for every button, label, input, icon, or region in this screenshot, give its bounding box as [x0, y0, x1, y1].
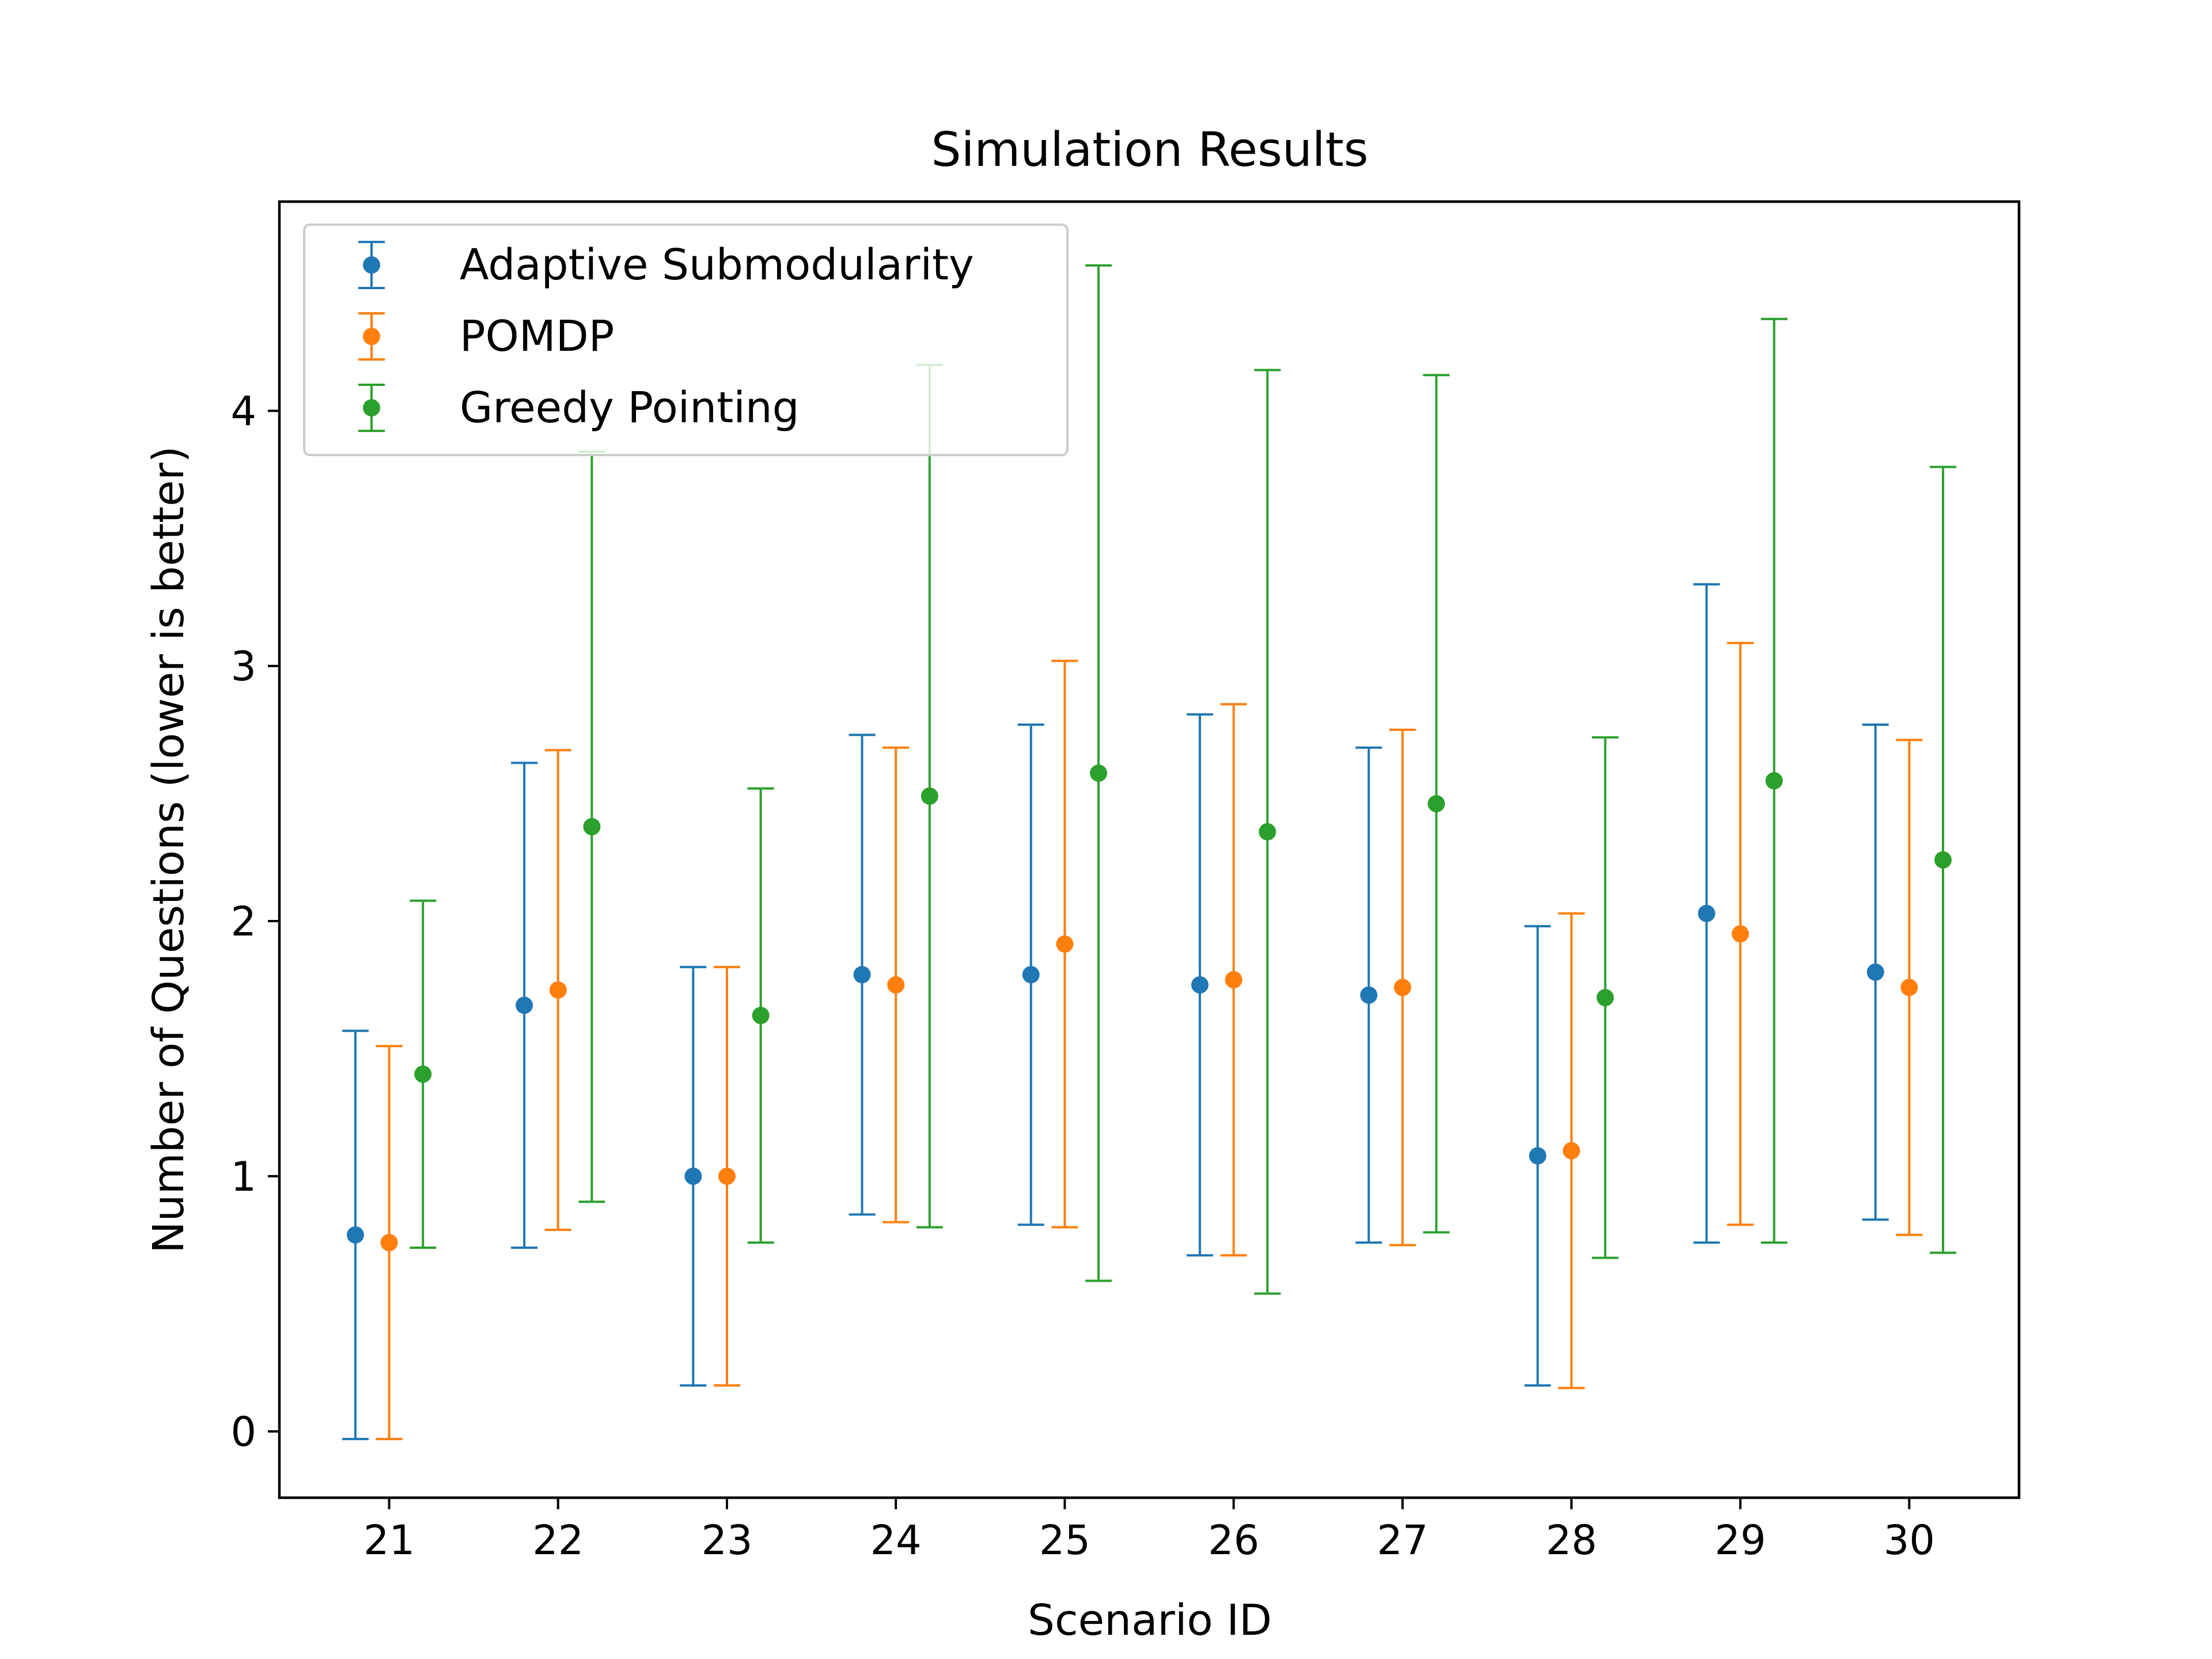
legend-item: POMDP — [358, 312, 614, 361]
series-1 — [342, 583, 1889, 1441]
data-point — [1259, 823, 1277, 840]
data-point — [1191, 976, 1209, 994]
y-tick-label: 0 — [230, 1408, 256, 1456]
data-point — [887, 976, 905, 994]
data-point — [718, 1167, 736, 1185]
y-tick-label: 2 — [230, 898, 256, 945]
data-point — [1090, 764, 1108, 782]
legend-box — [303, 224, 1069, 456]
data-point — [853, 966, 871, 984]
y-tick-label: 3 — [230, 643, 256, 690]
legend-item: Adaptive Submodularity — [358, 240, 974, 290]
data-point — [1022, 966, 1040, 984]
x-tick-label: 22 — [532, 1517, 584, 1564]
data-point — [1732, 925, 1749, 943]
x-axis-label: Scenario ID — [1028, 1596, 1272, 1645]
x-tick-label: 23 — [701, 1517, 752, 1564]
x-tick-label: 25 — [1039, 1517, 1090, 1564]
data-point — [346, 1226, 364, 1244]
data-point — [516, 997, 533, 1014]
x-tick-label: 21 — [363, 1517, 415, 1564]
plot-area — [342, 264, 1957, 1441]
data-point — [1393, 979, 1411, 997]
legend-marker — [363, 399, 380, 416]
data-point — [1934, 851, 1952, 869]
legend-marker — [363, 328, 380, 345]
data-point — [1225, 971, 1243, 988]
data-point — [549, 981, 567, 999]
series-3 — [410, 264, 1957, 1295]
data-point — [414, 1065, 432, 1083]
data-point — [684, 1167, 702, 1185]
legend-item: Greedy Pointing — [358, 383, 800, 433]
legend: Adaptive Submodularity POMDP Greedy Pointi… — [303, 224, 1069, 456]
data-point — [752, 1006, 770, 1024]
data-point — [921, 787, 938, 805]
data-point — [1563, 1142, 1581, 1160]
data-point — [1698, 904, 1715, 922]
plot-frame — [278, 200, 2021, 1499]
legend-label: Adaptive Submodularity — [460, 240, 974, 290]
legend-label: POMDP — [460, 312, 614, 361]
legend-marker — [363, 256, 380, 274]
series-2 — [376, 642, 1923, 1441]
data-point — [1427, 795, 1445, 813]
x-tick-label: 27 — [1377, 1517, 1428, 1564]
data-point — [1360, 986, 1378, 1004]
x-tick-label: 26 — [1208, 1517, 1259, 1564]
y-axis-label: Number of Questions (lower is better) — [144, 446, 194, 1253]
data-point — [1596, 988, 1614, 1006]
x-axis: 21 22 23 24 25 26 27 28 29 30 — [363, 1498, 1935, 1564]
data-point — [1765, 772, 1783, 790]
y-axis: 0 1 2 3 4 — [230, 388, 279, 1456]
x-tick-label: 24 — [870, 1517, 922, 1564]
y-tick-label: 1 — [230, 1153, 256, 1200]
x-tick-label: 30 — [1884, 1517, 1935, 1564]
data-point — [380, 1234, 398, 1252]
data-point — [583, 818, 601, 836]
x-tick-label: 28 — [1546, 1517, 1597, 1564]
x-tick-label: 29 — [1715, 1517, 1766, 1564]
data-point — [1529, 1147, 1547, 1165]
chart-title: Simulation Results — [931, 123, 1369, 177]
legend-label: Greedy Pointing — [460, 383, 800, 433]
data-point — [1866, 963, 1884, 981]
y-tick-label: 4 — [230, 388, 256, 435]
data-point — [1056, 935, 1074, 953]
data-point — [1900, 979, 1918, 997]
